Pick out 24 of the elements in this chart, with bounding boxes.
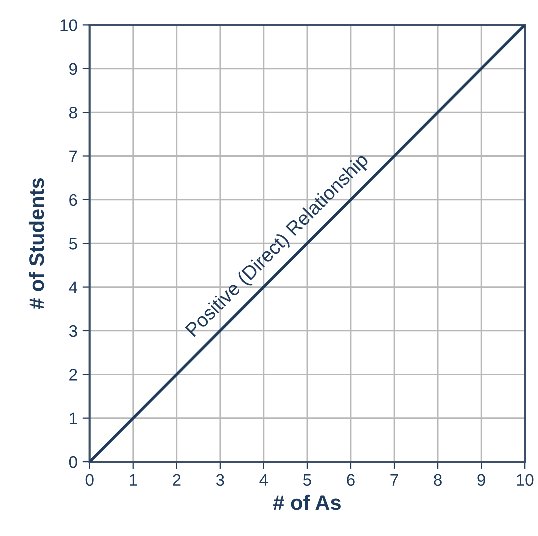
x-tick-label: 0: [86, 474, 94, 486]
y-tick-label: 8: [69, 106, 78, 119]
y-tick-label: 0: [69, 456, 78, 468]
x-axis-title: # of As: [273, 494, 341, 510]
x-tick-label: 10: [517, 474, 534, 486]
y-tick-label: 7: [70, 150, 78, 162]
x-tick-label: 3: [216, 474, 224, 486]
x-tick-label: 8: [434, 474, 442, 486]
y-tick-label: 10: [60, 20, 78, 32]
y-tick-label: 2: [70, 369, 78, 381]
x-tick-label: 7: [390, 474, 398, 486]
x-tick-label: 6: [347, 474, 355, 486]
y-tick-label: 4: [69, 282, 78, 294]
x-tick-label: 2: [173, 474, 181, 486]
y-axis-title: # of Students: [28, 178, 44, 310]
x-tick-label: 1: [130, 474, 138, 486]
y-tick-label: 6: [70, 194, 78, 206]
x-tick-label: 4: [260, 474, 268, 486]
x-tick-label: 5: [304, 474, 312, 486]
x-tick-label: 9: [478, 474, 486, 486]
y-tick-label: 5: [69, 238, 78, 250]
y-tick-label: 3: [69, 325, 78, 338]
y-tick-label: 9: [70, 63, 78, 76]
y-tick-label: 1: [70, 412, 78, 424]
